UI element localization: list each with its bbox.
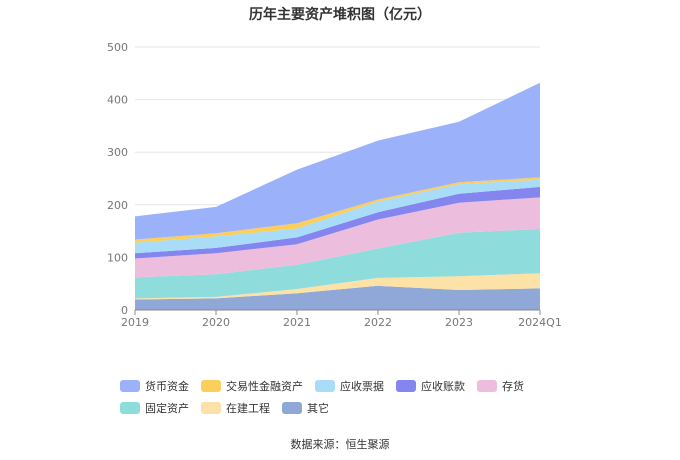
area-series-5 (135, 179, 540, 254)
legend-swatch (315, 380, 335, 392)
legend-label: 在建工程 (226, 402, 270, 415)
x-tick-label: 2019 (121, 316, 149, 329)
area-series-0 (135, 285, 540, 310)
y-tick-label: 100 (107, 251, 128, 264)
legend-swatch (477, 380, 497, 392)
legend-item[interactable]: 应收账款 (396, 378, 465, 394)
area-series-1 (135, 273, 540, 300)
area-series-4 (135, 186, 540, 259)
legend-item[interactable]: 货币资金 (120, 378, 189, 394)
legend-swatch (201, 402, 221, 414)
y-tick-label: 400 (107, 94, 128, 107)
x-tick-label: 2024Q1 (518, 316, 562, 329)
source-note: 数据来源：恒生聚源 (290, 438, 390, 451)
legend-label: 其它 (307, 402, 329, 415)
legend: 货币资金 交易性金融资产 应收票据 应收账款 存货固定资产 在建工程 其它 (120, 378, 580, 416)
legend-label: 存货 (502, 380, 524, 393)
y-tick-label: 500 (107, 41, 128, 54)
y-tick-label: 0 (121, 304, 128, 317)
axes: 0 100 200 300 400 500 2019 2020 2021 2022 2023 2024… (107, 41, 562, 329)
legend-swatch (201, 380, 221, 392)
legend-swatch (396, 380, 416, 392)
legend-label: 交易性金融资产 (226, 380, 303, 393)
legend-label: 货币资金 (145, 380, 189, 393)
legend-label: 固定资产 (145, 402, 189, 415)
stacked-areas (135, 82, 540, 310)
legend-item[interactable]: 存货 (477, 378, 524, 394)
x-tick-label: 2020 (202, 316, 230, 329)
x-tick-label: 2023 (445, 316, 473, 329)
chart-title: 历年主要资产堆积图（亿元） (249, 7, 431, 23)
legend-swatch (120, 402, 140, 414)
legend-item[interactable]: 在建工程 (201, 400, 270, 416)
x-tick-label: 2021 (283, 316, 311, 329)
area-series-7 (135, 82, 540, 240)
legend-item[interactable]: 其它 (282, 400, 329, 416)
y-tick-label: 200 (107, 199, 128, 212)
legend-item[interactable]: 固定资产 (120, 400, 189, 416)
chart-plot: 0 100 200 300 400 500 2019 2020 2021 2022 2023 2024… (107, 41, 562, 329)
area-series-3 (135, 197, 540, 278)
legend-swatch (120, 380, 140, 392)
area-series-2 (135, 229, 540, 299)
legend-label: 应收票据 (340, 380, 384, 393)
legend-item[interactable]: 交易性金融资产 (201, 378, 303, 394)
legend-swatch (282, 402, 302, 414)
y-tick-label: 300 (107, 146, 128, 159)
legend-label: 应收账款 (421, 380, 465, 393)
x-tick-label: 2022 (364, 316, 392, 329)
legend-item[interactable]: 应收票据 (315, 378, 384, 394)
